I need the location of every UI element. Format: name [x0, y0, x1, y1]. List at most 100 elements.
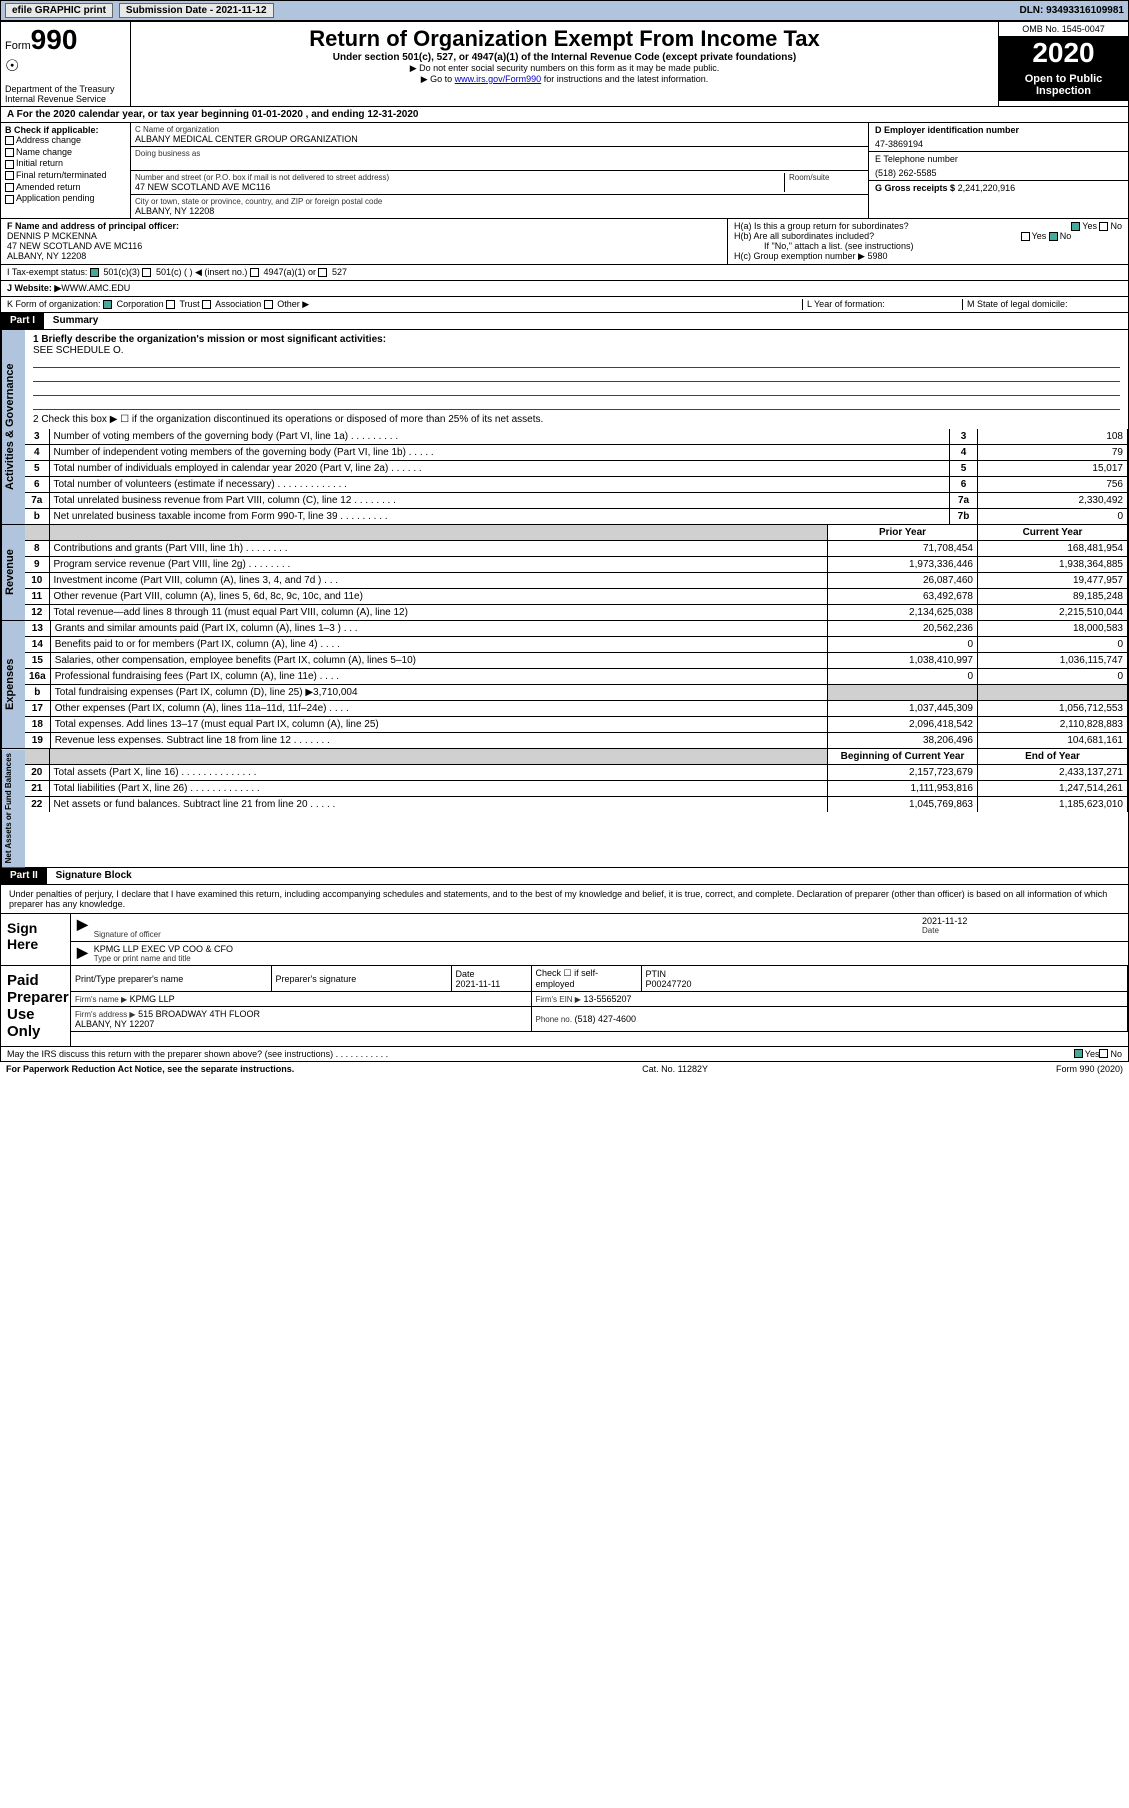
chk-trust[interactable] [166, 300, 175, 309]
goto-pre: ▶ Go to [421, 74, 455, 84]
note-ssn: ▶ Do not enter social security numbers o… [135, 63, 994, 74]
firm-name: KPMG LLP [130, 994, 175, 1004]
room-label: Room/suite [789, 173, 864, 182]
section-bcd: B Check if applicable: Address change Na… [0, 123, 1129, 219]
form990-link[interactable]: www.irs.gov/Form990 [455, 74, 542, 84]
form-number: 990 [31, 24, 78, 55]
ha-label: H(a) Is this a group return for subordin… [734, 221, 909, 231]
sign-date: 2021-11-12 [922, 916, 1122, 926]
form-title: Return of Organization Exempt From Incom… [135, 26, 994, 52]
sig-officer-label: Signature of officer [94, 930, 922, 939]
hc-label: H(c) Group exemption number ▶ [734, 251, 865, 261]
footer: For Paperwork Reduction Act Notice, see … [0, 1062, 1129, 1076]
form-label: Form [5, 40, 31, 52]
ha-yes[interactable] [1071, 222, 1080, 231]
name-title-label: Type or print name and title [94, 954, 1122, 963]
chk-corp[interactable] [103, 300, 112, 309]
ptin: P00247720 [646, 979, 692, 989]
chk-app-pending[interactable]: Application pending [5, 193, 126, 205]
paid-preparer-block: Paid Preparer Use Only Print/Type prepar… [0, 966, 1129, 1047]
prep-date-hdr: Date [456, 969, 475, 979]
hb-note: If "No," attach a list. (see instruction… [734, 241, 1122, 251]
firm-ein-label: Firm's EIN ▶ [536, 995, 581, 1004]
firm-ein: 13-5565207 [583, 994, 631, 1004]
vtab-governance: Activities & Governance [1, 330, 25, 524]
part2-header: Part II [1, 868, 47, 884]
row-a: A For the 2020 calendar year, or tax yea… [0, 107, 1129, 123]
netassets-section: Net Assets or Fund Balances Beginning of… [0, 749, 1129, 868]
vtab-expenses: Expenses [1, 621, 25, 748]
m-label: M State of legal domicile: [962, 299, 1122, 310]
hb-no[interactable] [1049, 232, 1058, 241]
i-label: I Tax-exempt status: [7, 267, 87, 277]
dept-label: Department of the Treasury Internal Reve… [5, 84, 126, 104]
form-header: Form990 ☉ Department of the Treasury Int… [0, 21, 1129, 107]
governance-table: 3Number of voting members of the governi… [25, 429, 1128, 524]
section-fh: F Name and address of principal officer:… [0, 219, 1129, 265]
vtab-netassets: Net Assets or Fund Balances [1, 749, 25, 867]
prep-sig-hdr: Preparer's signature [271, 966, 451, 992]
expenses-section: Expenses 13Grants and similar amounts pa… [0, 621, 1129, 749]
sign-here-label: Sign Here [1, 914, 71, 965]
row-klm: K Form of organization: Corporation Trus… [0, 297, 1129, 313]
expenses-table: 13Grants and similar amounts paid (Part … [25, 621, 1128, 748]
tel-label: E Telephone number [875, 154, 1122, 164]
c-name-label: C Name of organization [135, 125, 864, 134]
website-val: WWW.AMC.EDU [61, 283, 130, 294]
chk-assoc[interactable] [202, 300, 211, 309]
omb-number: OMB No. 1545-0047 [999, 22, 1128, 37]
discuss-no[interactable] [1099, 1049, 1108, 1058]
tel: (518) 262-5585 [875, 168, 1122, 178]
website-label: J Website: ▶ [7, 283, 61, 294]
row-i: I Tax-exempt status: 501(c)(3) 501(c) ( … [0, 265, 1129, 281]
officer-name: DENNIS P MCKENNA [7, 231, 97, 241]
hc-val: 5980 [868, 251, 888, 261]
chk-4947[interactable] [250, 268, 259, 277]
org-address: 47 NEW SCOTLAND AVE MC116 [135, 182, 784, 192]
netassets-table: Beginning of Current YearEnd of Year20To… [25, 749, 1128, 812]
chk-name-change[interactable]: Name change [5, 147, 126, 159]
public-inspection: Open to Public Inspection [999, 69, 1128, 101]
chk-other[interactable] [264, 300, 273, 309]
tax-year: 2020 [999, 37, 1128, 69]
sign-here-block: Sign Here ▶ Signature of officer 2021-11… [0, 914, 1129, 966]
chk-final-return[interactable]: Final return/terminated [5, 170, 126, 182]
arrow-icon: ▶ [77, 944, 88, 963]
chk-initial-return[interactable]: Initial return [5, 158, 126, 170]
org-name: ALBANY MEDICAL CENTER GROUP ORGANIZATION [135, 134, 864, 144]
officer-typed-name: KPMG LLP EXEC VP COO & CFO [94, 944, 1122, 954]
hb-label: H(b) Are all subordinates included? [734, 231, 874, 241]
b-label: B Check if applicable: [5, 125, 126, 135]
form-ref: Form 990 (2020) [1056, 1064, 1123, 1074]
chk-527[interactable] [318, 268, 327, 277]
firm-name-label: Firm's name ▶ [75, 995, 127, 1004]
paperwork-notice: For Paperwork Reduction Act Notice, see … [6, 1064, 294, 1074]
f-label: F Name and address of principal officer: [7, 221, 179, 231]
part1-title: Summary [47, 313, 105, 328]
efile-button[interactable]: efile GRAPHIC print [5, 3, 113, 18]
ein-label: D Employer identification number [875, 125, 1122, 135]
discuss-text: May the IRS discuss this return with the… [7, 1049, 1074, 1059]
row-j: J Website: ▶ WWW.AMC.EDU [0, 281, 1129, 297]
q1: 1 Briefly describe the organization's mi… [33, 334, 1120, 345]
goto-post: for instructions and the latest informat… [541, 74, 708, 84]
officer-addr: 47 NEW SCOTLAND AVE MC116 ALBANY, NY 122… [7, 241, 142, 261]
ha-no[interactable] [1099, 222, 1108, 231]
revenue-section: Revenue Prior YearCurrent Year8Contribut… [0, 525, 1129, 621]
chk-address-change[interactable]: Address change [5, 135, 126, 147]
ein: 47-3869194 [875, 139, 1122, 149]
l-label: L Year of formation: [802, 299, 962, 310]
chk-501c[interactable] [142, 268, 151, 277]
chk-501c3[interactable] [90, 268, 99, 277]
hb-yes[interactable] [1021, 232, 1030, 241]
form-subtitle: Under section 501(c), 527, or 4947(a)(1)… [135, 52, 994, 63]
gross-label: G Gross receipts $ [875, 183, 955, 193]
cat-no: Cat. No. 11282Y [642, 1064, 708, 1074]
arrow-icon: ▶ [77, 916, 88, 939]
chk-amended[interactable]: Amended return [5, 182, 126, 194]
paid-label: Paid Preparer Use Only [1, 966, 71, 1046]
discuss-yes[interactable] [1074, 1049, 1083, 1058]
submission-date: Submission Date - 2021-11-12 [119, 3, 274, 18]
city-label: City or town, state or province, country… [135, 197, 864, 206]
k-label: K Form of organization: [7, 299, 101, 309]
